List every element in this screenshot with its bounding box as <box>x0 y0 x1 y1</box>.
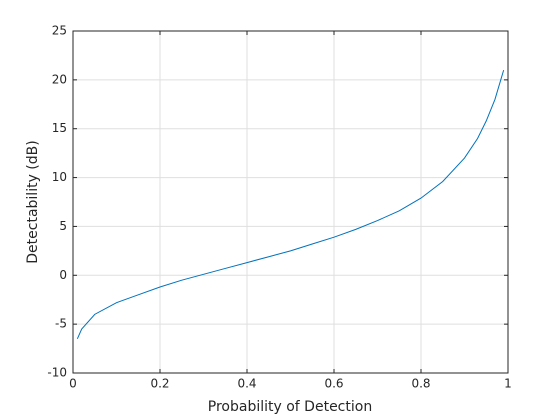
y-axis-label: Detectability (dB) <box>25 140 41 263</box>
x-tick-label: 0.6 <box>324 377 343 391</box>
x-tick-label: 0 <box>69 377 77 391</box>
y-tick-label: 25 <box>52 24 67 38</box>
y-tick-label: 0 <box>59 268 67 282</box>
plot-frame <box>72 30 509 374</box>
x-tick-label: 0.2 <box>150 377 169 391</box>
y-tick-label: 5 <box>59 219 67 233</box>
data-line <box>76 69 505 340</box>
y-tick-label: 10 <box>52 170 67 184</box>
x-tick-label: 0.4 <box>237 377 256 391</box>
x-tick-label: 0.8 <box>411 377 430 391</box>
y-tick-label: -10 <box>47 366 67 380</box>
y-tick-label: 20 <box>52 72 67 86</box>
y-tick-label: 15 <box>52 121 67 135</box>
y-tick-label: -5 <box>55 317 67 331</box>
x-tick-label: 1 <box>504 377 512 391</box>
x-axis-label: Probability of Detection <box>208 399 372 415</box>
